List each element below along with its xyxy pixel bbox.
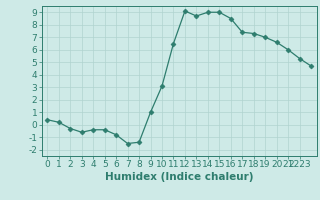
X-axis label: Humidex (Indice chaleur): Humidex (Indice chaleur)	[105, 172, 253, 182]
